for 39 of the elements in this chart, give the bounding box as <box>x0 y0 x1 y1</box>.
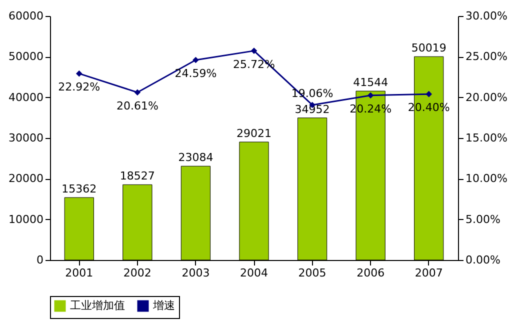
y2-tick-label: 20.00% <box>466 90 508 104</box>
data-label: 24.59% <box>174 67 217 80</box>
point <box>76 70 82 77</box>
data-label: 50019 <box>411 42 446 55</box>
y-tick-label: 40000 <box>8 90 44 104</box>
y-tick-label: 20000 <box>8 172 44 186</box>
x-tick-label: 2001 <box>65 266 94 280</box>
x-tick-label: 2004 <box>240 266 268 280</box>
data-label: 20.61% <box>116 99 158 112</box>
point <box>250 48 258 54</box>
y-tick-label: 50000 <box>8 50 44 64</box>
x-tick-label: 2005 <box>298 266 326 280</box>
x-tick-label: 2006 <box>356 266 385 280</box>
y2-tick-label: 10.00% <box>466 172 508 186</box>
y-tick-label: 10000 <box>8 212 44 226</box>
legend-label: 增速 <box>152 299 175 312</box>
x-tick-label: 2002 <box>123 266 152 280</box>
x-tick-label: 2007 <box>414 266 443 280</box>
y2-tick-label: 30.00% <box>466 10 508 22</box>
y2-tick-label: 25.00% <box>466 50 508 64</box>
point <box>134 89 141 96</box>
data-label: 22.92% <box>58 80 100 94</box>
y2-tick-label: 15.00% <box>466 132 508 144</box>
data-label: 15362 <box>62 182 97 196</box>
point <box>426 90 432 98</box>
data-label: 29021 <box>236 126 272 140</box>
data-label: 23084 <box>178 151 214 164</box>
y2-tick-label: 5.00% <box>466 212 500 226</box>
x-tick-label: 2003 <box>182 266 210 280</box>
y-tick-label: 60000 <box>8 10 44 22</box>
y-tick-label: 30000 <box>8 132 44 144</box>
y-tick-label: 0 <box>36 254 44 266</box>
data-label: 34952 <box>294 102 330 116</box>
legend-label: 工业增加值 <box>70 299 125 312</box>
data-label: 18527 <box>120 170 155 183</box>
point <box>192 56 199 64</box>
y2-tick-label: 0.00% <box>466 254 500 266</box>
point <box>367 92 374 99</box>
data-label: 41544 <box>353 76 388 90</box>
